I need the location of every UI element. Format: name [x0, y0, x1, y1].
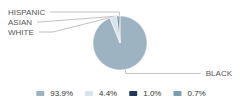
svg-text:ASIAN: ASIAN — [8, 18, 32, 27]
svg-text:BLACK: BLACK — [206, 69, 233, 78]
svg-text:1.0%: 1.0% — [143, 89, 161, 98]
svg-text:4.4%: 4.4% — [99, 89, 117, 98]
svg-text:WHITE: WHITE — [8, 28, 34, 37]
svg-text:HISPANIC: HISPANIC — [8, 8, 45, 17]
svg-text:93.9%: 93.9% — [50, 89, 73, 98]
svg-text:0.7%: 0.7% — [187, 89, 205, 98]
